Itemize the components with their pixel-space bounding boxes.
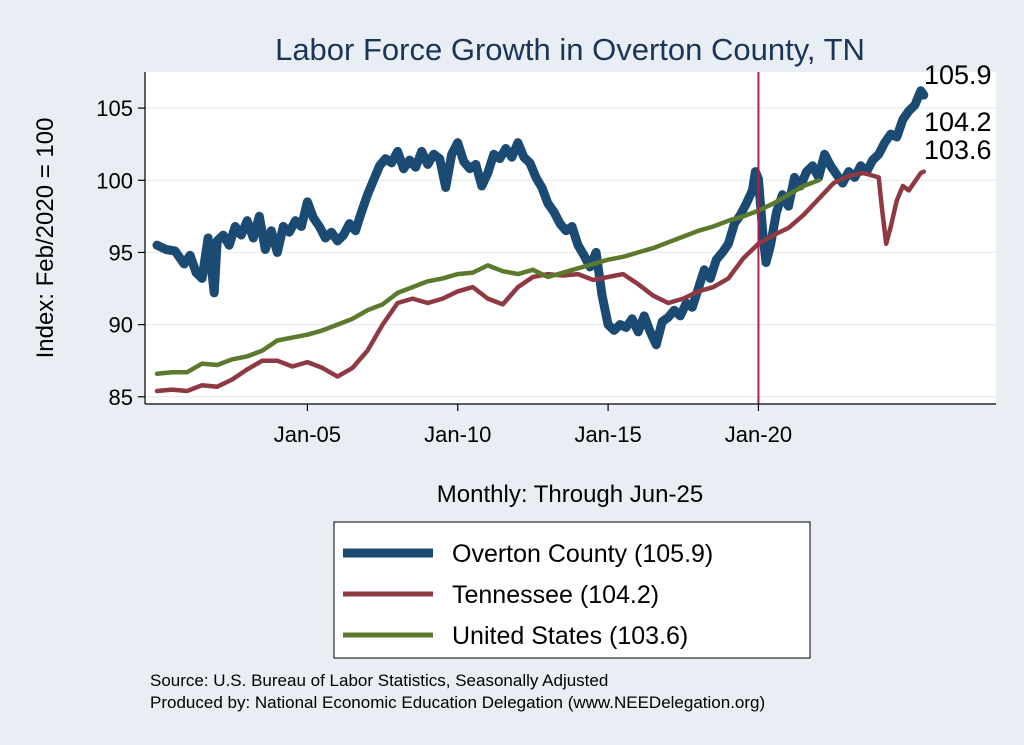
- series-line-0: [152, 86, 929, 350]
- plot-area: [145, 72, 996, 404]
- y-tick-labels: 85 90 95 100 105: [96, 96, 133, 410]
- y-tick-label: 90: [109, 313, 133, 338]
- legend-label-0: Overton County (105.9): [452, 540, 713, 568]
- legend: Overton County (105.9) Tennessee (104.2) U…: [333, 521, 811, 659]
- legend-label-2: United States (103.6): [452, 622, 688, 650]
- axes: [138, 72, 996, 411]
- chart-title: Labor Force Growth in Overton County, TN: [275, 32, 865, 67]
- x-tick-label: Jan-10: [424, 422, 491, 447]
- source-note: Source: U.S. Bureau of Labor Statistics,…: [150, 671, 608, 690]
- x-tick-label: Jan-15: [574, 422, 641, 447]
- end-label-0: 105.9: [924, 60, 992, 90]
- end-label-1: 104.2: [924, 107, 992, 137]
- y-tick-label: 105: [96, 96, 133, 121]
- y-tick-label: 85: [109, 385, 133, 410]
- series-line-2: [154, 178, 821, 376]
- x-tick-label: Jan-05: [274, 422, 341, 447]
- y-tick-label: 100: [96, 168, 133, 193]
- end-label-2: 103.6: [924, 135, 992, 165]
- series-layer: [152, 86, 929, 394]
- legend-label-1: Tennessee (104.2): [452, 581, 659, 609]
- x-tick-labels: Jan-05 Jan-10 Jan-15 Jan-20: [274, 422, 792, 447]
- x-tick-label: Jan-20: [725, 422, 792, 447]
- series-line-1: [154, 169, 927, 394]
- x-axis-title: Monthly: Through Jun-25: [437, 481, 703, 508]
- y-tick-label: 95: [109, 240, 133, 265]
- producer-note: Produced by: National Economic Education…: [150, 693, 765, 712]
- y-axis-title: Index: Feb/2020 = 100: [32, 118, 59, 359]
